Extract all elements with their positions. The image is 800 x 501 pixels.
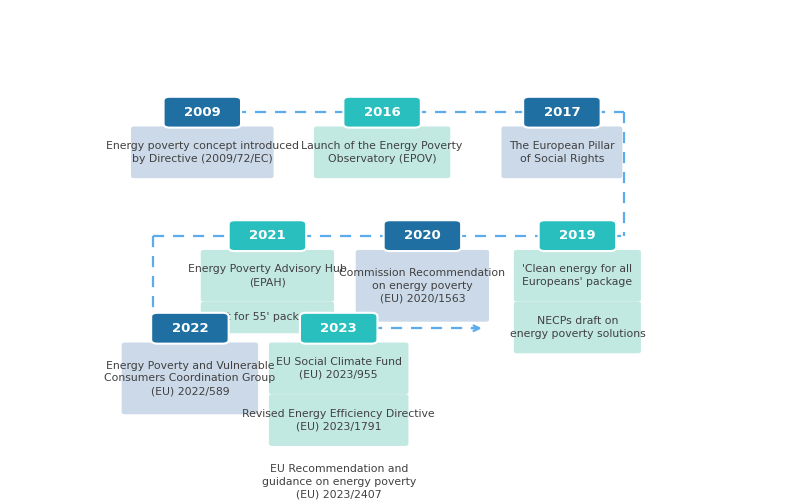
- FancyBboxPatch shape: [523, 97, 601, 128]
- Text: 2022: 2022: [171, 322, 208, 335]
- FancyBboxPatch shape: [502, 126, 622, 178]
- Text: 'Fit for 55' package: 'Fit for 55' package: [215, 313, 319, 323]
- FancyBboxPatch shape: [343, 97, 421, 128]
- FancyBboxPatch shape: [229, 220, 306, 251]
- FancyBboxPatch shape: [163, 97, 241, 128]
- Text: Energy Poverty Advisory Hub
(EPAH): Energy Poverty Advisory Hub (EPAH): [188, 265, 347, 287]
- Text: EU Recommendation and
guidance on energy poverty
(EU) 2023/2407: EU Recommendation and guidance on energy…: [262, 464, 416, 499]
- FancyBboxPatch shape: [384, 220, 461, 251]
- Text: 2020: 2020: [404, 229, 441, 242]
- FancyBboxPatch shape: [356, 250, 489, 322]
- FancyBboxPatch shape: [151, 313, 229, 344]
- Text: The European Pillar
of Social Rights: The European Pillar of Social Rights: [509, 141, 614, 164]
- FancyBboxPatch shape: [122, 343, 258, 414]
- Text: EU Social Climate Fund
(EU) 2023/955: EU Social Climate Fund (EU) 2023/955: [276, 357, 402, 380]
- Text: 2009: 2009: [184, 106, 221, 119]
- FancyBboxPatch shape: [269, 343, 409, 394]
- Text: Launch of the Energy Poverty
Observatory (EPOV): Launch of the Energy Poverty Observatory…: [302, 141, 462, 164]
- FancyBboxPatch shape: [514, 250, 641, 302]
- FancyBboxPatch shape: [538, 220, 616, 251]
- Text: 2017: 2017: [543, 106, 580, 119]
- FancyBboxPatch shape: [201, 302, 334, 333]
- FancyBboxPatch shape: [131, 126, 274, 178]
- Text: 'Clean energy for all
Europeans' package: 'Clean energy for all Europeans' package: [522, 265, 633, 287]
- Text: Commission Recommendation
on energy poverty
(EU) 2020/1563: Commission Recommendation on energy pove…: [339, 268, 506, 304]
- Text: Energy poverty concept introduced
by Directive (2009/72/EC): Energy poverty concept introduced by Dir…: [106, 141, 299, 164]
- Text: NECPs draft on
energy poverty solutions: NECPs draft on energy poverty solutions: [510, 316, 646, 339]
- FancyBboxPatch shape: [269, 446, 409, 501]
- Text: 2021: 2021: [249, 229, 286, 242]
- Text: Revised Energy Efficiency Directive
(EU) 2023/1791: Revised Energy Efficiency Directive (EU)…: [242, 409, 435, 431]
- Text: Energy Poverty and Vulnerable
Consumers Coordination Group
(EU) 2022/589: Energy Poverty and Vulnerable Consumers …: [104, 361, 275, 396]
- FancyBboxPatch shape: [201, 250, 334, 302]
- FancyBboxPatch shape: [514, 302, 641, 353]
- Text: 2023: 2023: [320, 322, 357, 335]
- Text: 2016: 2016: [364, 106, 401, 119]
- FancyBboxPatch shape: [300, 313, 378, 344]
- FancyBboxPatch shape: [269, 394, 409, 446]
- FancyBboxPatch shape: [314, 126, 450, 178]
- Text: 2019: 2019: [559, 229, 596, 242]
